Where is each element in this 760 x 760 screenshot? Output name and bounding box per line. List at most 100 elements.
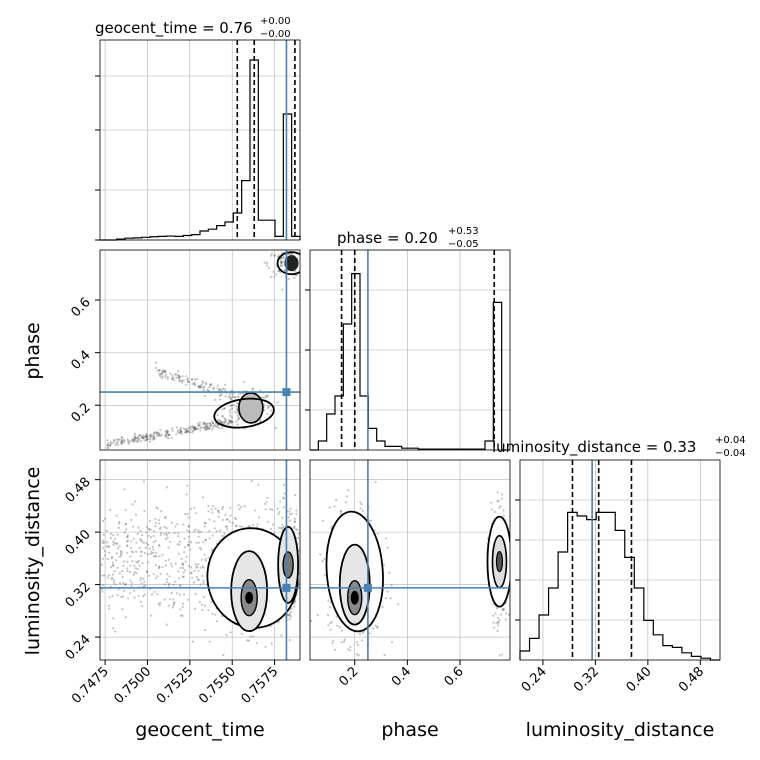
distance-geocent-sample-point [112, 540, 115, 543]
phase-geocent-sample-point [187, 381, 190, 384]
phase-geocent-sample-point [121, 441, 124, 444]
distance-geocent-sample-point [270, 642, 273, 645]
distance-geocent-sample-point [101, 590, 104, 593]
distance-geocent-sample-point [178, 577, 181, 580]
phase-geocent-sample-point [135, 437, 138, 440]
distance-geocent-sample-point [142, 577, 145, 580]
distance-geocent-sample-point [203, 521, 207, 524]
phase-geocent-sample-point [191, 429, 194, 432]
phase-geocent-sample-point [158, 432, 161, 435]
distance-geocent-sample-point [151, 545, 154, 549]
distance-geocent-sample-point [182, 575, 185, 579]
phase-geocent-sample-point [229, 419, 233, 422]
phase-geocent-sample-point [209, 424, 212, 428]
distance-phase-sample-point [333, 648, 336, 651]
distance-geocent-sample-point [148, 528, 151, 531]
distance-phase-sample-point [500, 613, 503, 616]
distance-phase-sample-point [355, 653, 358, 656]
phase-geocent-sample-point [223, 417, 226, 420]
distance-geocent-sample-point [213, 520, 216, 523]
phase-geocent-sample-point [288, 253, 291, 256]
distance-geocent-sample-point [119, 550, 122, 553]
distance-phase-sample-point [356, 644, 360, 647]
phase-geocent-sample-point [177, 370, 180, 373]
phase-geocent-sample-point [201, 386, 205, 389]
distance-geocent-sample-point [104, 554, 107, 557]
distance-geocent-sample-point [229, 631, 232, 634]
distance-geocent-sample-point [195, 541, 198, 544]
phase-geocent-sample-point [121, 440, 124, 443]
phase-geocent-sample-point [196, 427, 200, 430]
distance-geocent-sample-point [135, 560, 138, 563]
phase-geocent-sample-point [233, 396, 236, 399]
phase-geocent-sample-point [220, 421, 223, 424]
distance-geocent-sample-point [109, 508, 112, 512]
phase-geocent-sample-point [145, 437, 149, 440]
distance-geocent-sample-point [178, 543, 181, 546]
distance-geocent-sample-point [187, 516, 190, 519]
phase-geocent-sample-point [216, 425, 219, 429]
phase-geocent-sample-point [193, 428, 196, 432]
phase-geocent-sample-point [159, 375, 162, 378]
phase-geocent-sample-point [106, 444, 109, 447]
distance-geocent-sample-point [103, 574, 106, 577]
distance-geocent-sample-point [124, 582, 127, 585]
distance-phase-sample-point [342, 640, 346, 643]
distance-geocent-sample-point [171, 606, 174, 609]
distance-geocent-sample-point [165, 581, 169, 584]
distance-geocent-sample-point [121, 595, 124, 598]
phase-geocent-sample-point [153, 438, 156, 441]
distance-geocent-sample-point [152, 541, 155, 544]
distance-geocent-sample-point [139, 576, 142, 580]
distance-geocent-sample-point [265, 500, 268, 503]
distance-geocent-sample-point [172, 603, 175, 607]
distance-phase-sample-point [339, 510, 343, 513]
distance-geocent-sample-point [195, 512, 198, 515]
phase-geocent-sample-point [161, 370, 164, 374]
distance-geocent-sample-point [102, 533, 105, 536]
phase-geocent-sample-point [258, 419, 262, 423]
distance-geocent-sample-point [184, 546, 187, 549]
distance-geocent-sample-point [176, 523, 179, 526]
distance-geocent-sample-point [107, 604, 111, 607]
phase-geocent-sample-point [178, 375, 181, 378]
distance-geocent-sample-point [193, 569, 196, 573]
phase-geocent-truth-marker [282, 388, 291, 397]
distance-geocent-sample-point [190, 566, 193, 569]
distance-geocent-sample-point [247, 639, 251, 642]
phase-geocent-sample-point [175, 426, 179, 429]
phase-geocent-sample-point [230, 403, 233, 406]
phase-geocent-sample-point [161, 375, 164, 378]
distance-geocent-sample-point [113, 541, 116, 545]
distance-phase-sample-point [360, 503, 363, 506]
distance-geocent-sample-point [147, 527, 150, 531]
distance-geocent-sample-point [289, 611, 292, 614]
distance-geocent-sample-point [147, 534, 150, 537]
phase-geocent-sample-point [107, 442, 110, 445]
phase-geocent-sample-point [251, 388, 254, 391]
phase-geocent-sample-point [294, 270, 297, 273]
distance-geocent-sample-point [181, 614, 184, 617]
distance-geocent-sample-point [139, 600, 142, 604]
phase-geocent-sample-point [184, 428, 187, 431]
distance-geocent-sample-point [155, 506, 158, 509]
xlabel-phase: phase [381, 719, 438, 741]
distance-phase-sample-point [343, 638, 346, 641]
phase-geocent-sample-point [145, 439, 148, 442]
distance-geocent-sample-point [140, 582, 143, 585]
phase-geocent-sample-point [287, 278, 290, 281]
distance-phase-sample-point [498, 654, 501, 657]
distance-phase-sample-point [370, 519, 373, 522]
phase-geocent-sample-point [197, 385, 200, 388]
distance-geocent-sample-point [170, 562, 173, 565]
distance-geocent-sample-point [165, 527, 168, 530]
distance-phase-sample-point [339, 510, 342, 513]
distance-geocent-sample-point [181, 575, 184, 578]
distance-geocent-sample-point [194, 528, 197, 531]
distance-geocent-sample-point [152, 534, 155, 538]
distance-phase-sample-point [335, 498, 338, 501]
title-phase-sub: −0.05 [448, 239, 479, 250]
phase-geocent-sample-point [142, 436, 145, 439]
phase-geocent-sample-point [156, 369, 159, 372]
distance-geocent-sample-point [130, 581, 133, 584]
